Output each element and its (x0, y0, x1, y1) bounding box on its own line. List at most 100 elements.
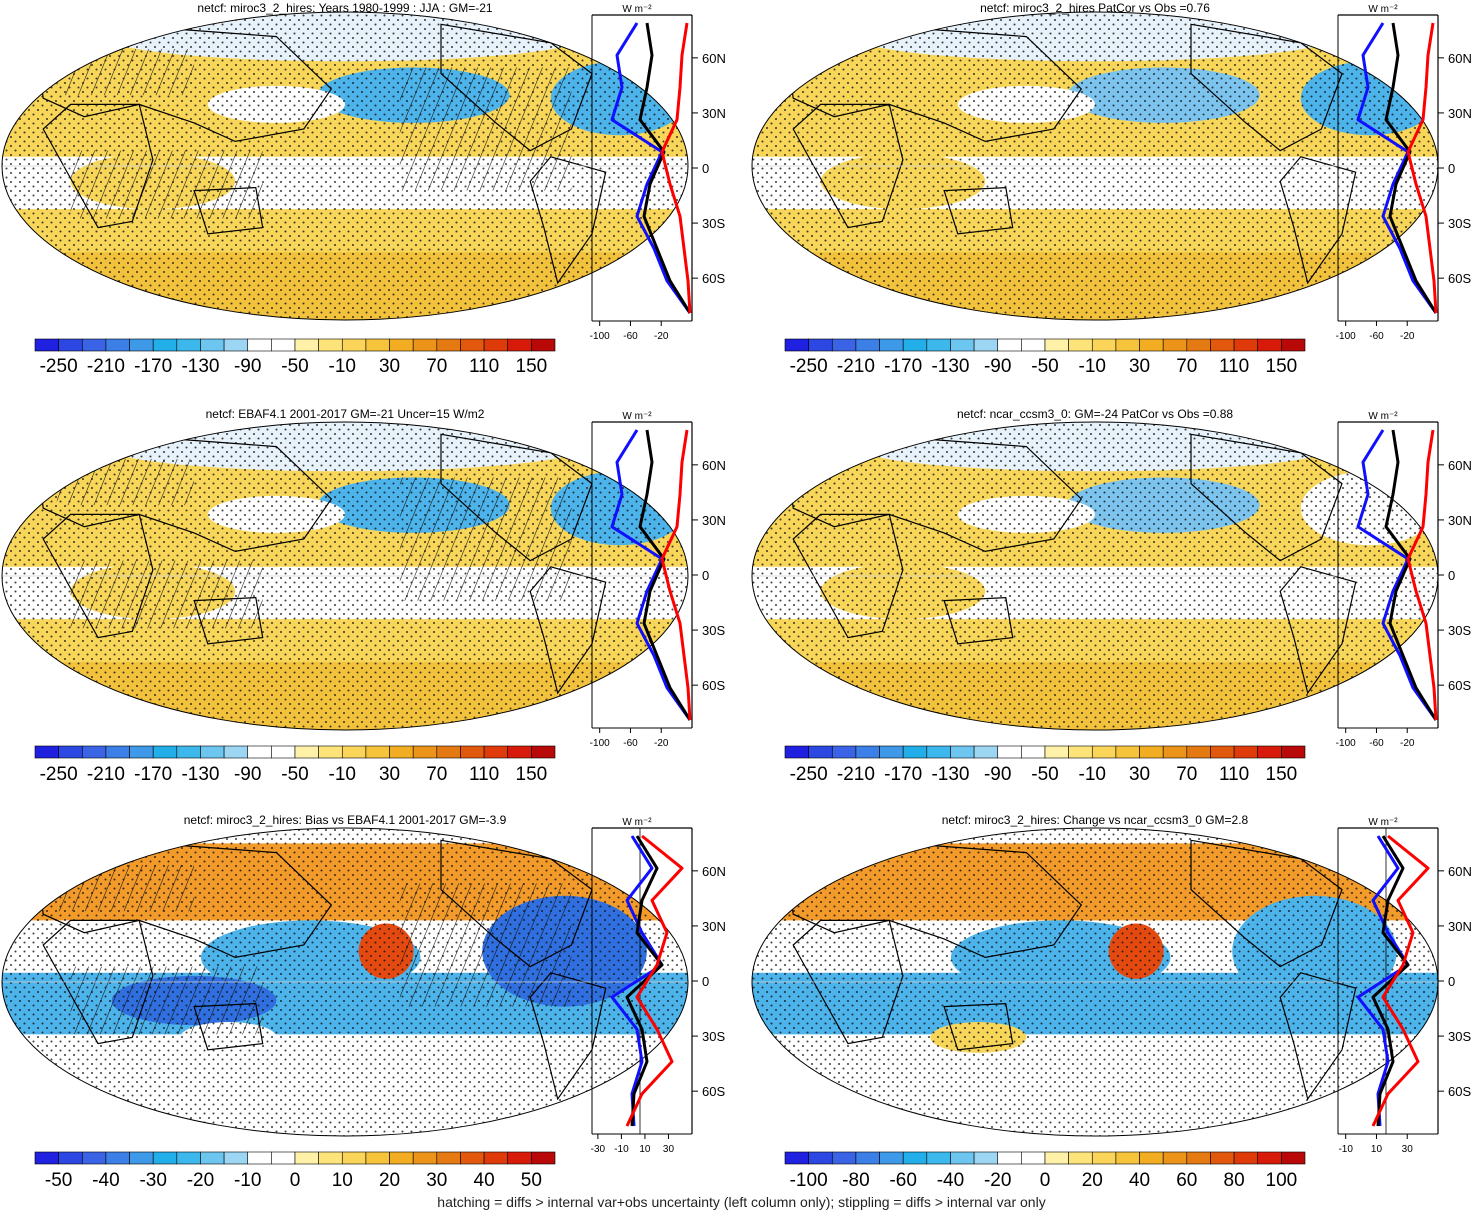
colorbar-cell (271, 1151, 296, 1165)
colorbar-cell (1281, 745, 1306, 759)
colorbar-6: -100 -80 -60 -40 -20 0 20 40 60 80 100 (784, 1151, 1306, 1191)
colorbar-cell (831, 1151, 857, 1165)
lat-tick-label: 30S (1448, 1029, 1471, 1044)
colorbar-label: -40 (92, 1170, 119, 1191)
colorbar-cell (1162, 1151, 1188, 1165)
zonal-mean-plot-5: W m⁻² 60N 30N 0 30S 60S -30 -10 10 30 (591, 817, 726, 1155)
colorbar-label: -250 (40, 356, 78, 377)
colorbar-cell (1210, 338, 1235, 352)
hatching-region (399, 67, 572, 191)
colorbar-cell (105, 745, 130, 759)
lat-tick-label: 0 (702, 568, 709, 583)
colorbar-cell (879, 338, 904, 352)
colorbar-label: -90 (984, 764, 1011, 785)
panel-title: netcf: miroc3_2_hires: Change vs ncar_cc… (942, 813, 1249, 827)
continent-outline (785, 26, 1083, 143)
map-panel-3: netcf: EBAF4.1 2001-2017 GM=-21 Uncer=15… (1, 407, 689, 731)
panel-title: netcf: ncar_ccsm3_0: GM=-24 PatCor vs Ob… (957, 407, 1233, 421)
lat-tick-label: 0 (1448, 974, 1455, 989)
colorbar-cell (271, 338, 296, 352)
colorbar-cell (1257, 745, 1282, 759)
map-border (1, 827, 689, 1137)
zonal-unit-label: W m⁻² (622, 4, 652, 15)
zonal-unit-label: W m⁻² (622, 411, 652, 422)
zonal-mean-curve (625, 835, 664, 1127)
zonal-x-tick-label: -20 (1400, 331, 1415, 342)
colorbar-label: 60 (1176, 1170, 1197, 1191)
colorbar-cell (1257, 338, 1282, 352)
continent-outline (943, 186, 1014, 235)
lat-tick-label: 30S (1448, 216, 1471, 231)
colorbar-cell (950, 338, 975, 352)
colorbar-cell (1233, 745, 1259, 759)
colorbar-label: 30 (379, 764, 400, 785)
colorbar-3: -250 -210 -170 -130 -90 -50 -10 30 70 110 150 (34, 745, 556, 785)
zonal-x-tick-label: -20 (654, 738, 669, 749)
colorbar-cell (784, 1151, 809, 1165)
colorbar-cell (341, 338, 367, 352)
lat-tick-label: 30S (702, 623, 725, 638)
colorbar-cell (1044, 745, 1069, 759)
colorbar-cell (507, 338, 532, 352)
zonal-x-tick-label: -60 (623, 738, 638, 749)
zonal-mean-curve (1384, 429, 1438, 721)
colorbar-label: -10 (234, 1170, 261, 1191)
colorbar-cell (294, 1151, 319, 1165)
colorbar-label: -20 (984, 1170, 1011, 1191)
zonal-mean-plot-1: W m⁻² 60N 30N 0 30S 60S -100 -60 -20 (590, 4, 726, 342)
lat-tick-label: 60S (1448, 1084, 1471, 1099)
colorbar-cell (1281, 338, 1306, 352)
colorbar-label: -100 (790, 1170, 828, 1191)
colorbar-cell (1139, 338, 1164, 352)
continent-outline (529, 156, 607, 285)
colorbar-cell (1068, 338, 1093, 352)
colorbar-cell (531, 745, 556, 759)
colorbar-label: -90 (234, 356, 261, 377)
continent-outline (1279, 156, 1357, 285)
map-panel-6: netcf: miroc3_2_hires: Change vs ncar_cc… (751, 813, 1439, 1137)
colorbar-cell (973, 745, 999, 759)
colorbar-label: 30 (426, 1170, 447, 1191)
colorbar-cell (926, 745, 951, 759)
colorbar-cell (1091, 1151, 1117, 1165)
zonal-mean-curve (660, 22, 692, 314)
colorbar-cell (200, 338, 225, 352)
colorbar-cell (1021, 745, 1046, 759)
colorbar-cell (247, 338, 272, 352)
zonal-mean-curve (625, 834, 684, 1127)
colorbar-label: 0 (290, 1170, 301, 1191)
colorbar-label: 50 (521, 1170, 542, 1191)
lat-tick-label: 30N (702, 106, 726, 121)
panel-title: netcf: EBAF4.1 2001-2017 GM=-21 Uncer=15… (206, 407, 485, 421)
continent-outline (1279, 972, 1357, 1101)
colorbar-cell (318, 745, 343, 759)
colorbar-cell (997, 1151, 1022, 1165)
colorbar-cell (1021, 1151, 1046, 1165)
colorbar-cell (1068, 745, 1093, 759)
colorbar-cell (81, 338, 107, 352)
colorbar-label: 10 (332, 1170, 353, 1191)
lat-tick-label: 30N (702, 919, 726, 934)
zonal-unit-label: W m⁻² (1368, 4, 1398, 15)
zonal-mean-curve (1406, 22, 1438, 314)
lat-tick-label: 60S (702, 271, 725, 286)
colorbar-cell (152, 338, 178, 352)
colorbar-label: -130 (181, 764, 219, 785)
colorbar-cell (1139, 745, 1164, 759)
colorbar-cell (436, 338, 461, 352)
colorbar-label: 110 (1219, 764, 1249, 785)
colorbar-cell (1044, 1151, 1069, 1165)
hatching-region (56, 864, 195, 912)
colorbar-cell (412, 1151, 438, 1165)
colorbar-label: -80 (842, 1170, 869, 1191)
colorbar-cell (34, 338, 59, 352)
colorbar-cell (1091, 338, 1117, 352)
colorbar-cell (1162, 745, 1188, 759)
colorbar-cell (176, 745, 201, 759)
figure-footnote: hatching = diffs > internal var+obs unce… (437, 1194, 1046, 1210)
zonal-x-tick-label: -60 (1369, 738, 1384, 749)
colorbar-cell (389, 338, 414, 352)
colorbar-cell (997, 338, 1022, 352)
colorbar-cell (902, 745, 928, 759)
colorbar-cell (950, 745, 975, 759)
